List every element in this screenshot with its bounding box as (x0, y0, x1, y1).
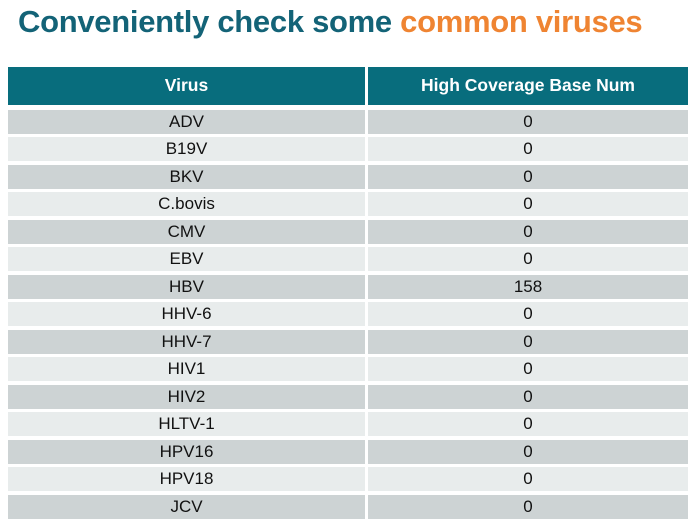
virus-name-cell: HIV1 (8, 357, 365, 382)
virus-name-cell: HHV-6 (8, 302, 365, 327)
table-row: HLTV-1 0 (8, 412, 688, 437)
virus-name-cell: HPV16 (8, 439, 365, 464)
coverage-value-cell: 0 (368, 192, 688, 217)
coverage-value-cell: 0 (368, 137, 688, 162)
column-header-high-coverage-base-num: High Coverage Base Num (368, 66, 688, 105)
virus-table: Virus High Coverage Base Num ADV 0 B19V … (8, 66, 688, 519)
virus-name-cell: B19V (8, 137, 365, 162)
table-body: ADV 0 B19V 0 BKV 0 C.bovis 0 CMV 0 EBV 0 (8, 109, 688, 519)
table-row: BKV 0 (8, 164, 688, 189)
virus-name-cell: JCV (8, 494, 365, 519)
virus-name-cell: HBV (8, 274, 365, 299)
coverage-value-cell: 0 (368, 357, 688, 382)
title-teal-text: Conveniently check some (18, 4, 401, 39)
table-row: HIV2 0 (8, 384, 688, 409)
table-row: HHV-6 0 (8, 302, 688, 327)
title-orange-text: common viruses (400, 4, 643, 39)
table-row: HBV 158 (8, 274, 688, 299)
coverage-value-cell: 0 (368, 439, 688, 464)
virus-name-cell: ADV (8, 109, 365, 134)
table-row: ADV 0 (8, 109, 688, 134)
table-row: HPV18 0 (8, 467, 688, 492)
table-row: JCV 0 (8, 494, 688, 519)
column-header-virus: Virus (8, 66, 365, 105)
coverage-value-cell: 0 (368, 247, 688, 272)
virus-name-cell: EBV (8, 247, 365, 272)
coverage-value-cell: 0 (368, 384, 688, 409)
page-title: Conveniently check some common viruses (18, 4, 696, 40)
coverage-value-cell: 0 (368, 219, 688, 244)
virus-name-cell: CMV (8, 219, 365, 244)
coverage-value-cell: 0 (368, 329, 688, 354)
coverage-value-cell: 158 (368, 274, 688, 299)
coverage-value-cell: 0 (368, 302, 688, 327)
table-row: HIV1 0 (8, 357, 688, 382)
table-header-row: Virus High Coverage Base Num (8, 66, 688, 105)
table-row: CMV 0 (8, 219, 688, 244)
virus-name-cell: HHV-7 (8, 329, 365, 354)
table-row: HHV-7 0 (8, 329, 688, 354)
coverage-value-cell: 0 (368, 412, 688, 437)
virus-name-cell: HPV18 (8, 467, 365, 492)
virus-name-cell: HLTV-1 (8, 412, 365, 437)
coverage-value-cell: 0 (368, 494, 688, 519)
table-row: C.bovis 0 (8, 192, 688, 217)
table-row: EBV 0 (8, 247, 688, 272)
virus-name-cell: HIV2 (8, 384, 365, 409)
table-row: HPV16 0 (8, 439, 688, 464)
coverage-value-cell: 0 (368, 164, 688, 189)
page: Conveniently check some common viruses V… (0, 4, 696, 530)
virus-name-cell: BKV (8, 164, 365, 189)
table-row: B19V 0 (8, 137, 688, 162)
virus-name-cell: C.bovis (8, 192, 365, 217)
coverage-value-cell: 0 (368, 467, 688, 492)
coverage-value-cell: 0 (368, 109, 688, 134)
